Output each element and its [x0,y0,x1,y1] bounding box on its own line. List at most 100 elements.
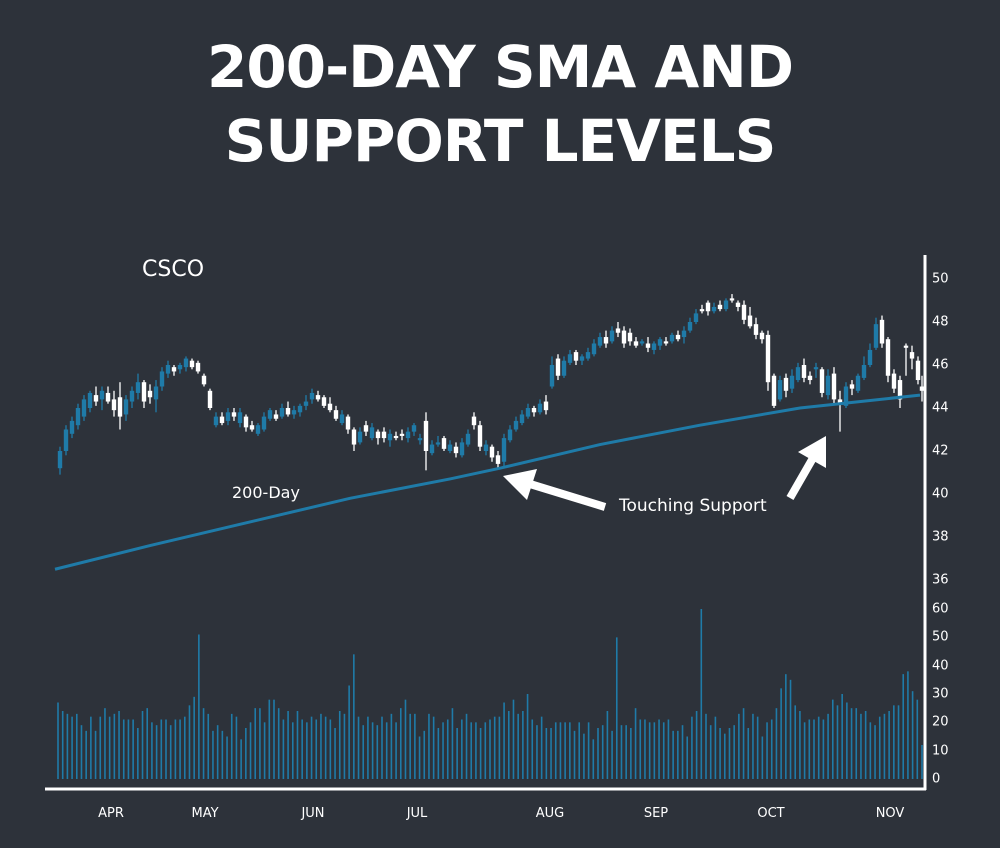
candle [687,317,693,333]
candle [447,440,453,454]
candle [135,373,141,400]
candle [699,304,705,314]
candle [453,442,459,458]
candle [561,356,567,378]
candle [681,326,687,344]
candle [777,375,783,402]
candle [465,429,471,447]
candle [225,408,231,426]
candle [603,330,609,348]
price-tick: 46 [932,357,949,373]
candle [279,403,285,419]
title-line-1: 200-DAY SMA AND [207,33,794,101]
candle [567,349,573,365]
candle [573,349,579,365]
candle [729,294,735,303]
candle [423,412,429,471]
candle [303,395,309,411]
candle [357,427,363,445]
candle [717,300,723,312]
candle [495,451,501,469]
candle [879,315,885,348]
candle [309,388,315,404]
candle [633,337,639,348]
candle [795,362,801,383]
candle [471,412,477,430]
candle [177,362,183,374]
month-tick: SEP [643,806,669,821]
candle [759,330,765,344]
candle [639,339,645,346]
candle [909,345,915,370]
volume-tick: 40 [932,658,949,674]
candle [231,408,237,421]
candle [765,330,771,391]
candle [459,438,465,458]
price-tick: 50 [932,271,949,287]
candle [801,358,807,383]
candle [867,343,873,368]
candle [153,380,159,413]
price-tick: 48 [932,314,949,330]
candle [75,403,81,430]
candle [183,356,189,372]
price-tick: 38 [932,529,949,545]
candle [363,420,369,436]
candle [771,373,777,408]
candle [243,414,249,432]
candle [417,433,423,445]
price-tick: 42 [932,443,949,459]
volume-tick: 10 [932,743,949,759]
candle [435,435,441,447]
candle [615,322,621,338]
price-tick: 40 [932,486,949,502]
candle [327,397,333,413]
candle [825,369,831,400]
candle [873,317,879,350]
candle [789,369,795,393]
candle [315,390,321,402]
candle [219,412,225,426]
candle [735,300,741,312]
candle [885,337,891,383]
candle [807,371,813,385]
month-tick: APR [98,806,124,821]
candle [819,367,825,398]
candle [159,367,165,391]
sma-200-line [54,393,921,571]
candle [555,354,561,381]
candle [831,367,837,404]
candle [369,423,375,441]
candle [525,403,531,419]
candle [237,408,243,428]
candle [489,444,495,462]
candle [291,405,297,419]
candle [321,395,327,408]
candle [501,433,507,467]
candle [897,375,903,408]
price-tick: 44 [932,400,949,416]
candle [87,390,93,413]
candle [919,375,925,402]
month-tick: NOV [875,806,905,821]
candle [129,386,135,408]
candle [63,425,69,456]
month-tick: OCT [757,806,785,821]
candle [663,337,669,346]
candle [201,373,207,387]
candle [483,440,489,456]
candle [519,410,525,426]
candle [123,395,129,421]
candle [273,410,279,421]
candle [213,412,219,428]
candle [207,388,213,411]
candle [657,337,663,350]
candle [195,360,201,374]
candle [675,330,681,342]
candle [891,369,897,393]
candle [393,431,399,441]
candle [267,408,273,421]
candle [669,332,675,344]
candle [105,386,111,404]
candle [57,446,63,475]
